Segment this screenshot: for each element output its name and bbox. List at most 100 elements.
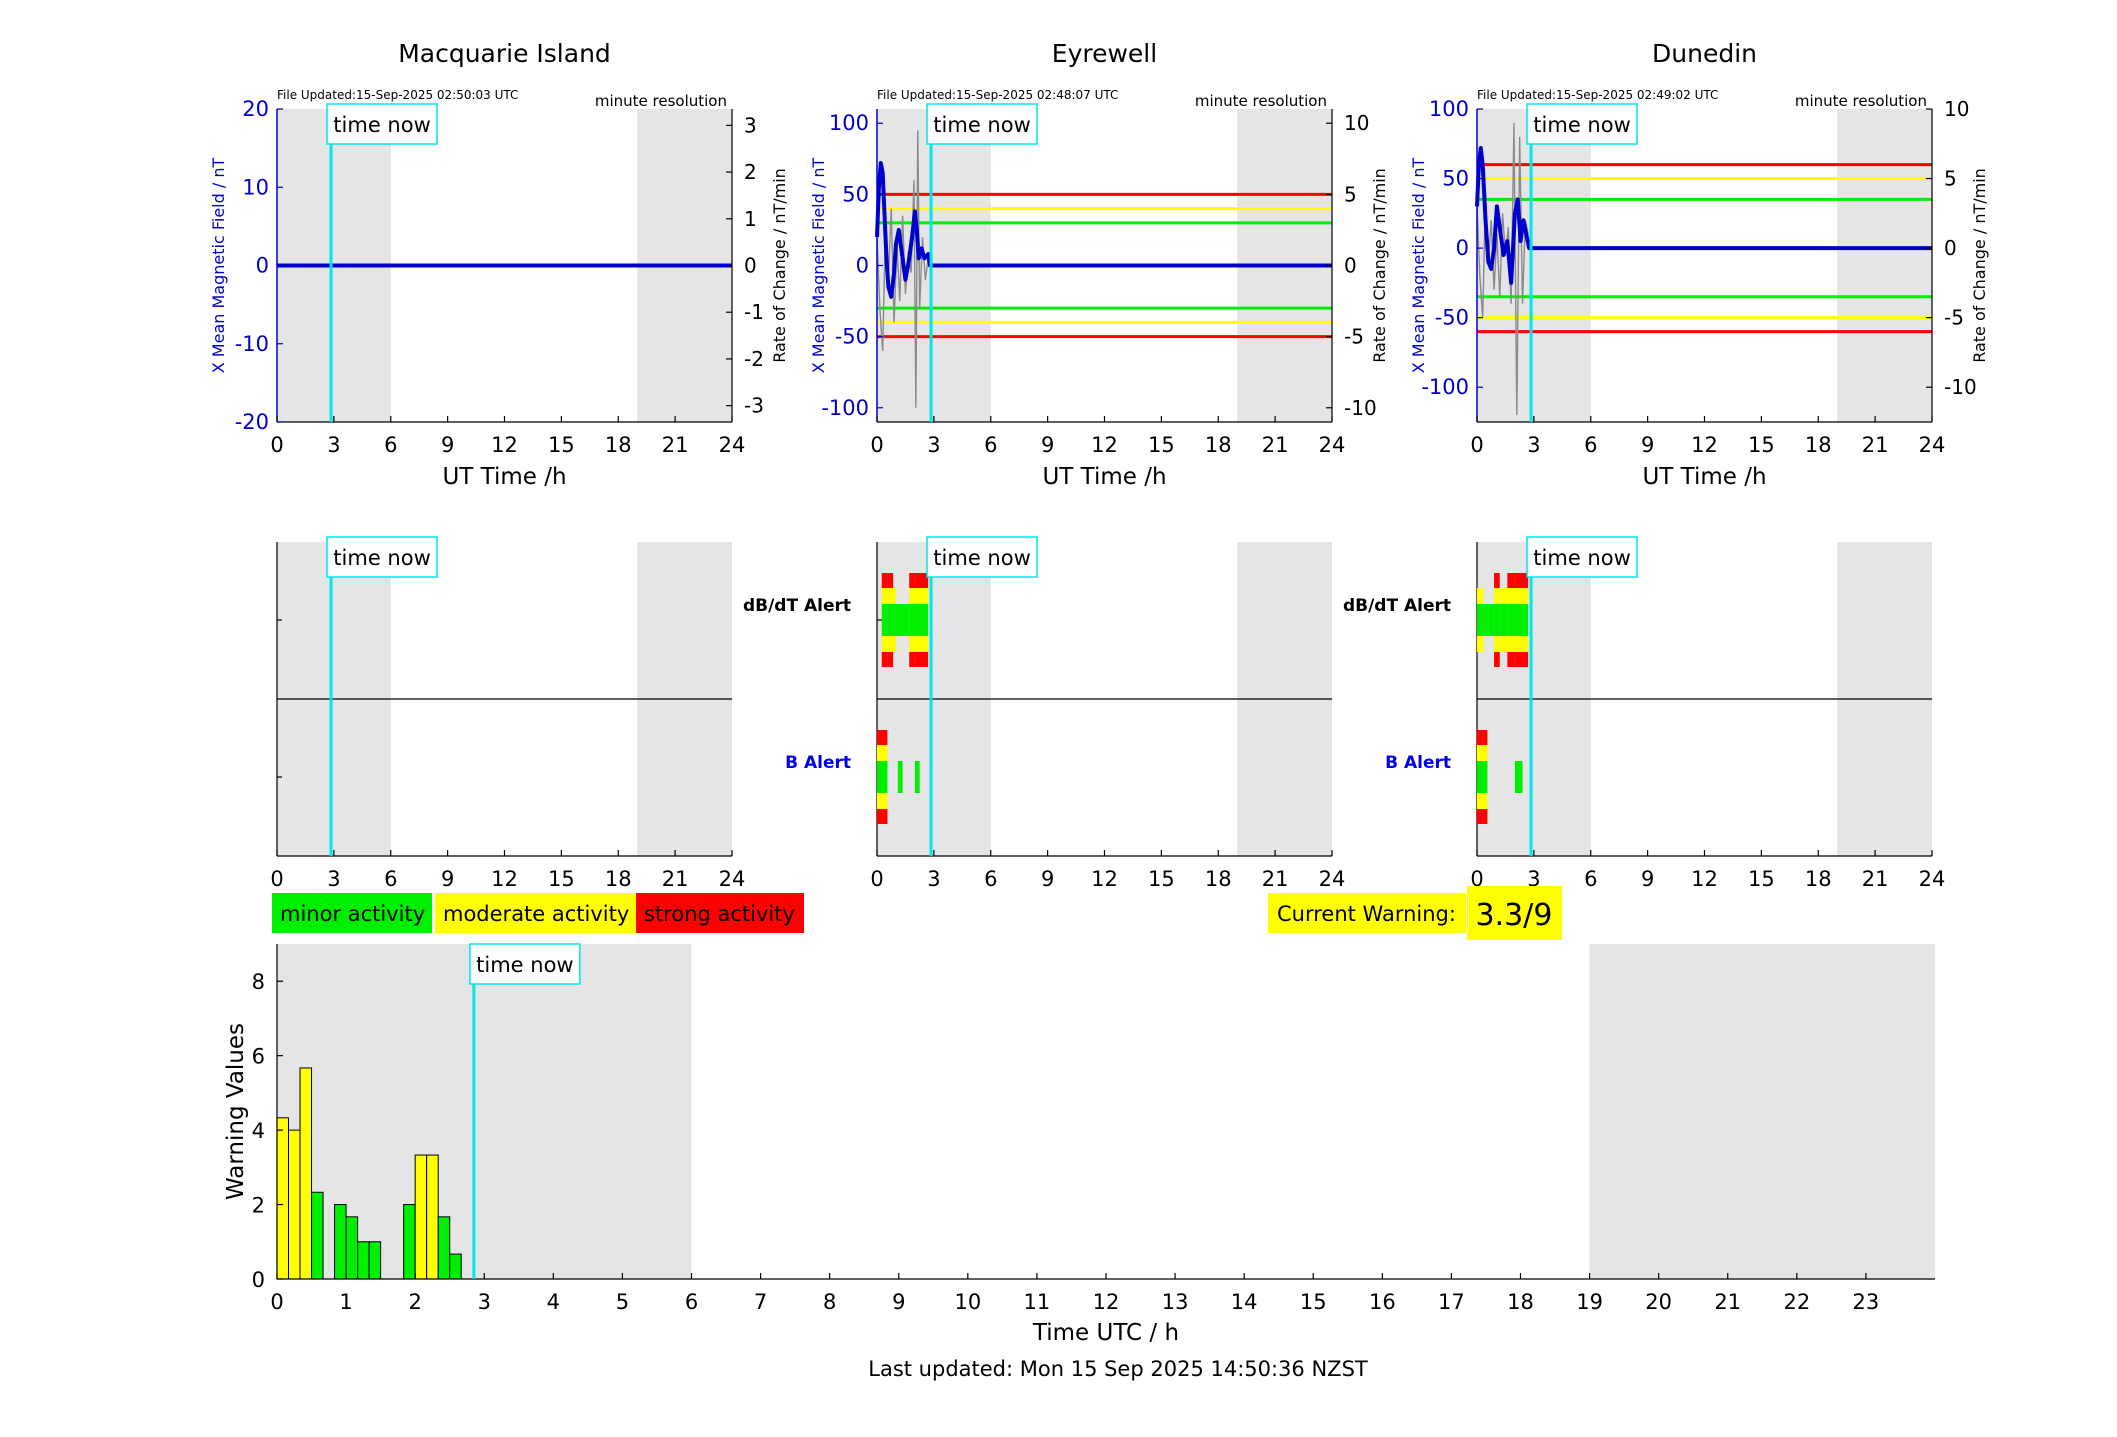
warning-bar [311,1191,324,1280]
x-tick-label: 21 [662,433,689,457]
b-alert-block [1477,809,1488,824]
alert-x-tick-label: 18 [1805,867,1832,891]
dbdt-alert-block [914,573,929,588]
chart-x-tick-label: 3 [478,1290,491,1314]
left-tick-label: -50 [1435,306,1469,330]
left-axis-label: X Mean Magnetic Field / nT [809,158,828,374]
alert-x-tick-label: 24 [1319,867,1346,891]
right-tick-label: 3 [744,113,757,137]
x-tick-label: 0 [870,433,883,457]
dbdt-alert-block [1514,573,1529,588]
dbdt-alert-block [1514,652,1529,667]
b-alert-block [877,730,888,745]
b-alert-block [1477,793,1488,809]
right-tick-label: 5 [1344,182,1357,206]
right-tick-label: 10 [1944,97,1969,121]
alert-x-tick-label: 18 [1205,867,1232,891]
alert-x-tick-label: 15 [1148,867,1175,891]
x-field-trace [1475,145,1932,285]
b-alert-block [877,745,888,761]
dbdt-alert-block [1507,652,1515,667]
x-tick-label: 6 [384,433,397,457]
station-title: Eyrewell [1052,39,1157,68]
x-tick-label: 0 [1470,433,1483,457]
x-tick-label: 9 [1041,433,1054,457]
left-tick-label: -10 [235,332,269,356]
chart-x-tick-label: 0 [270,1290,283,1314]
legend-label: moderate activity [443,902,629,926]
right-tick-label: -10 [1344,396,1377,420]
chart-x-tick-label: 17 [1438,1290,1465,1314]
dbdt-alert-block [893,636,896,652]
left-tick-label: 50 [1442,167,1469,191]
left-tick-label: 0 [1456,236,1469,260]
dbdt-alert-block [909,652,915,667]
dbdt-alert-block [881,573,888,588]
x-tick-label: 9 [441,433,454,457]
x-tick-label: 18 [1805,433,1832,457]
left-tick-label: 20 [242,97,269,121]
x-tick-label: 15 [1748,433,1775,457]
right-tick-label: 0 [744,254,757,278]
time-now-label: time now [333,113,430,137]
station-title: Macquarie Island [398,39,611,68]
chart-x-tick-label: 18 [1507,1290,1534,1314]
dbdt-alert-block [881,652,888,667]
warning-bar [437,1216,451,1280]
x-tick-label: 3 [1527,433,1540,457]
right-tick-label: 2 [744,160,757,184]
b-alert-block [897,761,903,793]
dbdt-alert-block [1514,588,1529,604]
legend-swatch [435,893,636,933]
warning-value: 3.3/9 [1476,898,1553,933]
dbdt-alert-block [1483,604,1489,636]
warning-bar [276,1117,290,1280]
x-tick-label: 15 [548,433,575,457]
chart-x-tick-label: 20 [1645,1290,1672,1314]
warning-bar [334,1204,347,1280]
right-axis-label: Rate of Change / nT/min [1370,168,1389,363]
alert-x-tick-label: 6 [984,867,997,891]
x-tick-label: 0 [270,433,283,457]
b-alert-block [1514,761,1523,793]
chart-x-tick-label: 6 [685,1290,698,1314]
time-now-label: time now [476,953,573,977]
dbdt-alert-block [1494,588,1500,604]
warning-bar [414,1154,428,1280]
chart-x-tick-label: 11 [1024,1290,1051,1314]
warning-bar [449,1253,462,1280]
x-tick-label: 21 [1262,433,1289,457]
legend-label: minor activity [280,902,425,926]
alert-x-tick-label: 12 [491,867,518,891]
legend-label: strong activity [644,902,795,926]
dbdt-alert-block [1477,636,1484,652]
night-shading [1477,109,1591,422]
time-now-label: time now [1533,113,1630,137]
x-tick-label: 24 [719,433,746,457]
b-alert-label: B Alert [785,753,851,773]
left-tick-label: 10 [242,175,269,199]
x-axis-label: UT Time /h [1042,464,1166,490]
dbdt-alert-block [909,636,915,652]
right-tick-label: 10 [1344,111,1369,135]
b-alert-block [877,809,888,824]
alert-x-tick-label: 3 [927,867,940,891]
dbdt-alert-block [914,588,929,604]
dbdt-alert-block [1514,636,1529,652]
chart-y-tick-label: 0 [252,1268,265,1292]
chart-y-axis-label: Warning Values [223,1023,249,1200]
left-tick-label: -100 [1421,375,1469,399]
alert-x-tick-label: 18 [605,867,632,891]
dbdt-alert-block [1477,604,1484,636]
alert-x-tick-label: 24 [719,867,746,891]
alert-x-tick-label: 12 [1091,867,1118,891]
time-now-box [469,943,581,985]
dbdt-alert-block [1494,652,1500,667]
alert-x-tick-label: 21 [1262,867,1289,891]
right-tick-label: 0 [1944,236,1957,260]
time-now-box [926,536,1038,578]
